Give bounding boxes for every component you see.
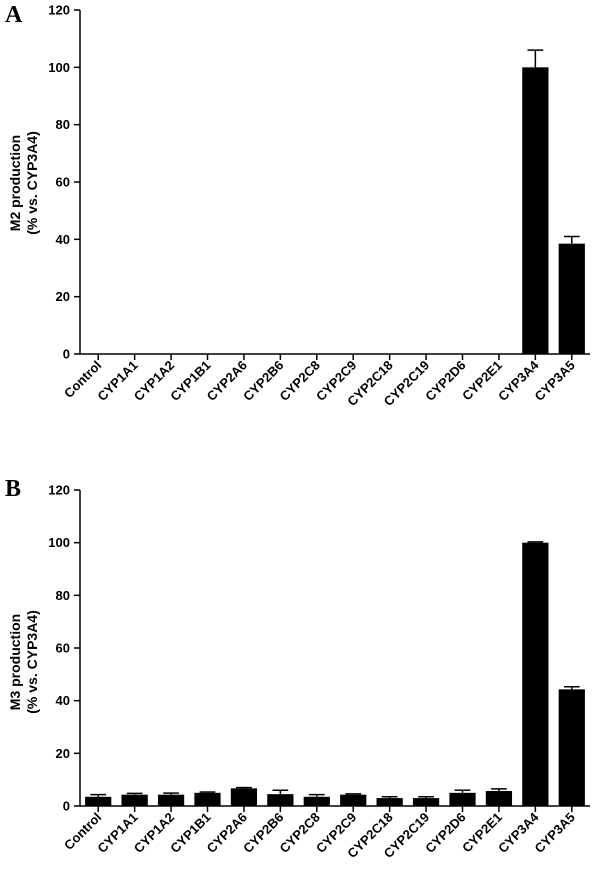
panel-b-bar-cyp1b1	[194, 792, 221, 806]
panel-b-y-tick-label: 40	[56, 693, 70, 708]
panel-b-bar-cyp3a4	[522, 542, 549, 806]
panel-a-y-tick-label: 120	[48, 3, 70, 18]
panel-b-bar-cyp2c19	[412, 798, 440, 806]
panel-b-y-axis-title: M3 production (% vs. CYP3A4)	[7, 610, 40, 713]
panel-a-bar-cyp3a4	[522, 67, 549, 354]
panel-a-letter: A	[5, 2, 23, 28]
panel-b-y-tick-label: 60	[56, 641, 70, 656]
panel-b-bar-cyp2a6	[230, 788, 258, 806]
panel-a-y-axis-title-line1: M2 production	[7, 135, 23, 231]
panel-a-y-axis-title: M2 production (% vs. CYP3A4)	[7, 131, 40, 234]
panel-b-bar-cyp2c9	[340, 794, 367, 806]
panel-a-y-axis-title-line2: (% vs. CYP3A4)	[24, 131, 40, 234]
panel-b-y-tick-label: 20	[56, 746, 70, 761]
panel-b-bar-cyp2e1	[485, 790, 513, 806]
panel-b-y-tick-label: 0	[63, 799, 70, 814]
panel-a-y-tick-label: 100	[48, 60, 70, 75]
panel-b-x-tick-label: CYP2D6	[422, 810, 468, 856]
panel-b-bar-cyp2c18	[376, 798, 403, 806]
panel-b-letter: B	[5, 476, 21, 502]
panel-b-bar-cyp2d6	[449, 792, 476, 806]
panel-b-bar-cyp1a2	[157, 794, 185, 806]
panel-b-bar-cyp2c8	[303, 796, 330, 806]
panel-b-x-tick-label: CYP3A5	[532, 810, 578, 856]
panel-b-bar-cyp1a1	[121, 794, 148, 806]
panel-b-y-axis-title-line2: (% vs. CYP3A4)	[24, 610, 40, 713]
panel-a-y-tick-label: 80	[56, 117, 70, 132]
panel-a-chart: A M2 production (% vs. CYP3A4) 0 20 40 60 80…	[5, 2, 590, 409]
panel-a-y-tick-label: 0	[63, 347, 70, 362]
panel-b-bar-cyp2b6	[267, 794, 294, 806]
panel-b-y-axis-title-line1: M3 production	[7, 614, 23, 710]
panel-a-x-tick-label: CYP3A5	[532, 358, 578, 404]
panel-a-bar-cyp3a5	[558, 243, 585, 354]
panel-b-y-tick-label: 80	[56, 588, 70, 603]
panel-b-y-tick-label: 120	[48, 483, 70, 498]
panel-b-y-tick-label: 100	[48, 535, 70, 550]
panel-a-y-tick-label: 60	[56, 175, 70, 190]
panel-a-y-tick-label: 20	[56, 289, 70, 304]
panel-a-y-tick-label: 40	[56, 232, 70, 247]
panel-b-bar-control	[85, 796, 112, 806]
panel-b-bar-cyp3a5	[558, 689, 585, 806]
panel-b-chart: B M3 production (% vs. CYP3A4) 0 20 40 60 80…	[5, 476, 590, 861]
panel-a-x-tick-label: CYP2D6	[422, 358, 468, 404]
